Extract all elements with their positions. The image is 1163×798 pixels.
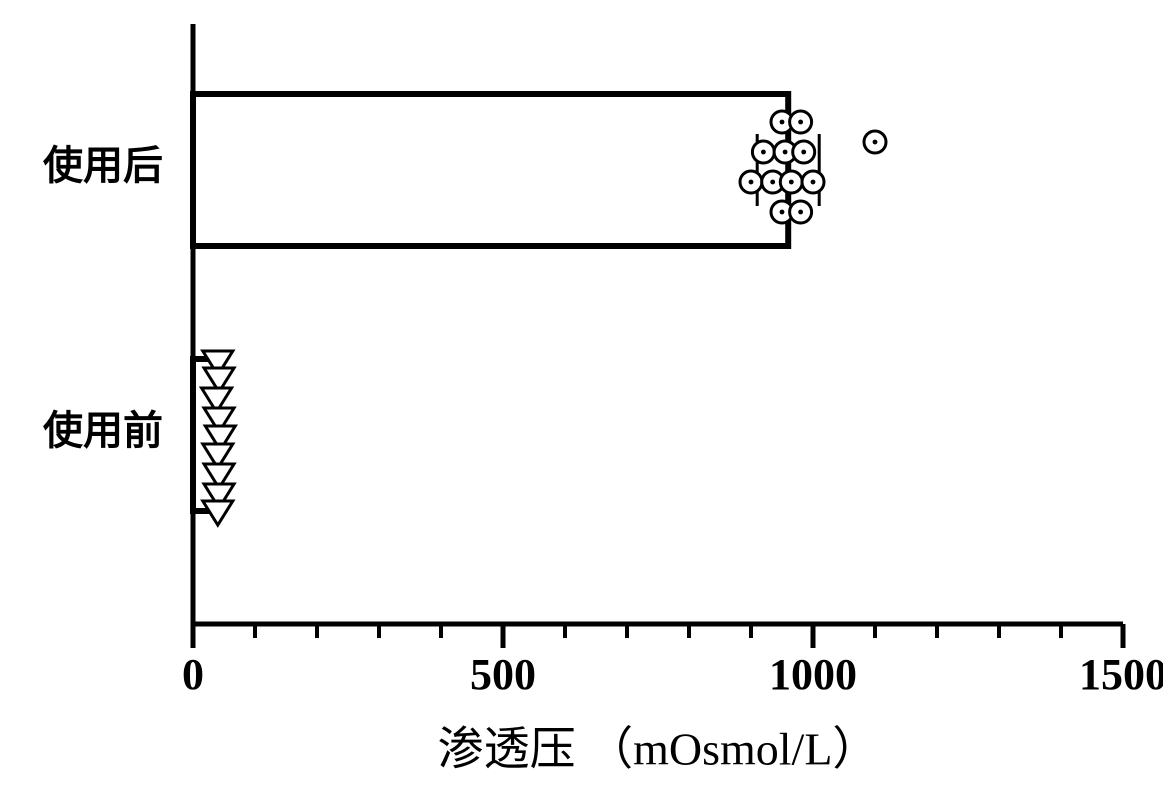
marker-dot (783, 150, 788, 155)
y-category-label: 使用后 (43, 143, 163, 188)
marker-dot (811, 180, 816, 185)
marker-dot (749, 180, 754, 185)
x-axis-title: 渗透压 （mOsmol/L） (438, 724, 879, 775)
osmotic-pressure-chart: 0 500 1000 1500 使用前 使用后渗透压 （mOsmol/L） (0, 0, 1163, 798)
marker-dot (798, 210, 803, 215)
y-category-label: 使用前 (43, 408, 163, 453)
x-tick-label: 500 (470, 650, 536, 699)
marker-dot (761, 150, 766, 155)
marker-dot (780, 120, 785, 125)
marker-dot (873, 140, 878, 145)
bar-after (193, 94, 788, 246)
marker-dot (780, 210, 785, 215)
marker-dot (789, 180, 794, 185)
x-tick-label: 0 (182, 650, 204, 699)
chart-container: { "chart": { "type": "horizontal-bar-sca… (0, 0, 1163, 798)
x-tick-label: 1000 (769, 650, 857, 699)
marker-dot (770, 180, 775, 185)
marker-dot (798, 120, 803, 125)
marker-dot (801, 150, 806, 155)
x-tick-label: 1500 (1079, 650, 1163, 699)
